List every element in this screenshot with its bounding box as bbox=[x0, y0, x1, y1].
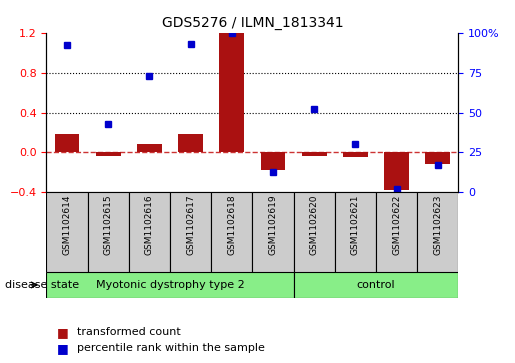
Title: GDS5276 / ILMN_1813341: GDS5276 / ILMN_1813341 bbox=[162, 16, 343, 30]
Text: GSM1102618: GSM1102618 bbox=[227, 195, 236, 256]
Bar bbox=[88, 192, 129, 272]
Bar bbox=[137, 144, 162, 152]
Text: transformed count: transformed count bbox=[77, 327, 181, 337]
Bar bbox=[335, 192, 376, 272]
Bar bbox=[96, 152, 121, 156]
Text: Myotonic dystrophy type 2: Myotonic dystrophy type 2 bbox=[96, 280, 244, 290]
Text: GSM1102623: GSM1102623 bbox=[433, 195, 442, 255]
Bar bbox=[302, 152, 327, 156]
Text: GSM1102621: GSM1102621 bbox=[351, 195, 360, 255]
Bar bbox=[261, 152, 285, 171]
Bar bbox=[46, 272, 294, 298]
Bar bbox=[425, 152, 450, 164]
Text: GSM1102619: GSM1102619 bbox=[268, 195, 278, 256]
Bar bbox=[294, 192, 335, 272]
Text: GSM1102622: GSM1102622 bbox=[392, 195, 401, 255]
Text: disease state: disease state bbox=[5, 280, 79, 290]
Bar bbox=[219, 33, 244, 152]
Bar bbox=[252, 192, 294, 272]
Text: ■: ■ bbox=[57, 342, 68, 355]
Bar bbox=[384, 152, 409, 190]
Bar bbox=[294, 272, 458, 298]
Bar bbox=[376, 192, 417, 272]
Bar bbox=[417, 192, 458, 272]
Bar bbox=[170, 192, 211, 272]
Text: GSM1102616: GSM1102616 bbox=[145, 195, 154, 256]
Bar bbox=[55, 134, 79, 152]
Text: GSM1102614: GSM1102614 bbox=[62, 195, 72, 255]
Text: percentile rank within the sample: percentile rank within the sample bbox=[77, 343, 265, 354]
Bar bbox=[129, 192, 170, 272]
Bar bbox=[211, 192, 252, 272]
Bar bbox=[46, 192, 88, 272]
Text: control: control bbox=[356, 280, 396, 290]
Bar bbox=[178, 134, 203, 152]
Text: GSM1102615: GSM1102615 bbox=[104, 195, 113, 256]
Bar bbox=[343, 152, 368, 158]
Text: GSM1102617: GSM1102617 bbox=[186, 195, 195, 256]
Text: ■: ■ bbox=[57, 326, 68, 339]
Text: GSM1102620: GSM1102620 bbox=[310, 195, 319, 255]
